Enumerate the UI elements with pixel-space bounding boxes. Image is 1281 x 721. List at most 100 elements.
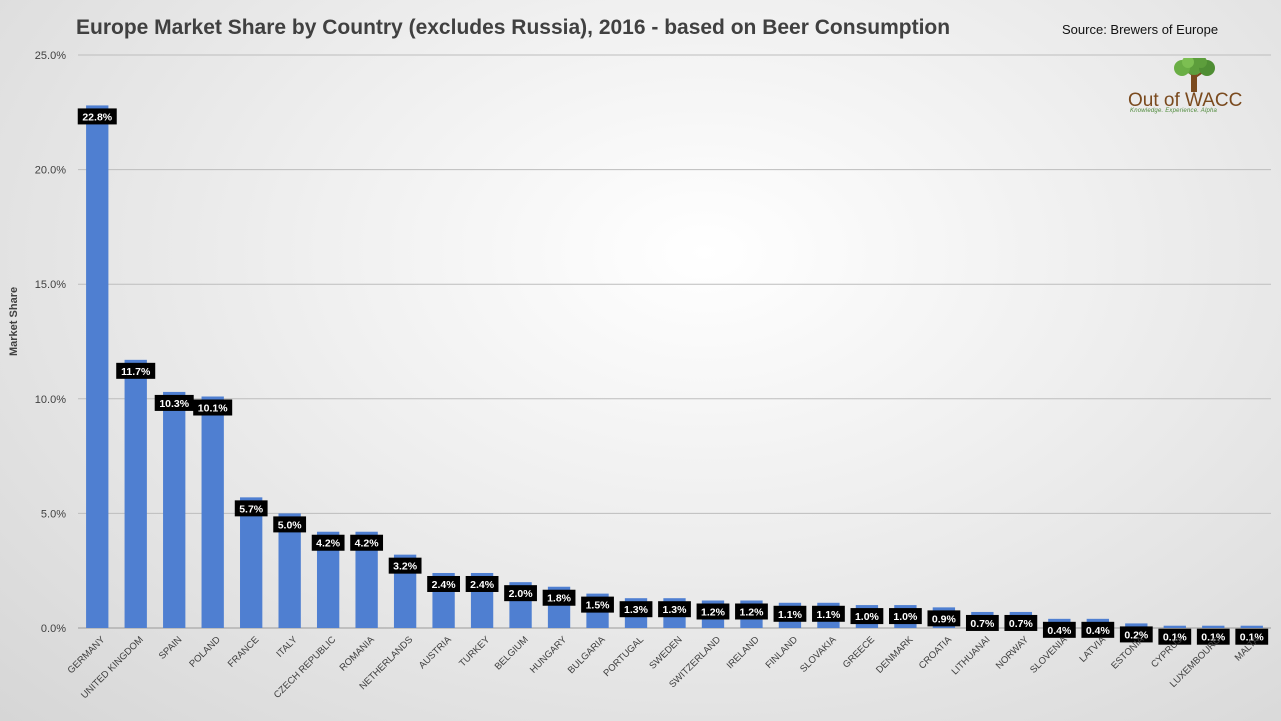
data-label-box — [116, 362, 156, 379]
data-label-box — [581, 596, 614, 613]
data-label-text: 5.7% — [239, 503, 264, 515]
data-label-text: 0.7% — [970, 618, 995, 630]
data-label-text: 1.2% — [739, 606, 764, 618]
data-label-box — [850, 608, 884, 625]
data-label-box — [735, 603, 768, 620]
data-label: 1.3% — [658, 601, 691, 618]
data-label: 1.1% — [812, 605, 845, 622]
data-label: 0.1% — [1235, 628, 1269, 645]
x-tick-label: PORTUGAL — [602, 634, 647, 679]
x-tick-label: BELGIUM — [493, 634, 531, 672]
data-label-box — [1158, 628, 1192, 645]
bar — [1202, 625, 1225, 628]
bar — [278, 513, 301, 628]
data-label-box — [427, 575, 460, 592]
x-tick-label: SWEDEN — [647, 634, 684, 671]
data-label-text: 2.4% — [432, 579, 457, 591]
data-label-text: 5.0% — [278, 519, 303, 531]
bar — [201, 396, 224, 628]
tree-icon — [1174, 58, 1215, 92]
data-label: 0.1% — [1196, 628, 1230, 645]
x-tick-label: ROMANIA — [338, 634, 378, 674]
x-tick-label: CROATIA — [917, 634, 955, 672]
data-label-text: 1.0% — [855, 611, 880, 623]
bar — [1125, 623, 1148, 628]
x-tick-label: HUNGARY — [528, 634, 570, 676]
data-label-text: 11.7% — [121, 366, 151, 378]
data-label-box — [1235, 628, 1269, 645]
data-label-box — [542, 589, 576, 606]
data-label-text: 22.8% — [82, 111, 112, 123]
source-note: Source: Brewers of Europe — [1062, 22, 1219, 37]
data-label: 5.0% — [273, 516, 307, 533]
x-tick-label: FINLAND — [764, 634, 801, 671]
x-tick-label: LITHUANAI — [950, 634, 993, 677]
out-of-wacc-logo: Out of WACC Knowledge. Experience. Alpha — [1128, 58, 1260, 116]
data-label: 10.3% — [154, 394, 194, 411]
data-label: 1.3% — [619, 601, 653, 618]
bar — [1163, 625, 1186, 628]
data-label: 1.2% — [735, 603, 768, 620]
bar — [1240, 625, 1263, 628]
x-tick-label: NORWAY — [994, 634, 1032, 672]
data-label-text: 4.2% — [316, 538, 341, 550]
data-label: 1.2% — [696, 603, 730, 620]
data-label-text: 0.7% — [1009, 618, 1034, 630]
bar — [355, 531, 378, 628]
data-label: 3.2% — [388, 557, 422, 574]
data-label-text: 1.8% — [547, 593, 572, 605]
data-label-box — [311, 534, 345, 551]
data-label-text: 1.1% — [816, 609, 841, 621]
data-label-box — [234, 500, 268, 517]
data-label: 22.8% — [77, 108, 117, 125]
data-label: 1.1% — [773, 605, 807, 622]
data-label-text: 10.1% — [198, 403, 228, 415]
data-label-text: 10.3% — [159, 398, 189, 410]
data-label-text: 2.4% — [470, 579, 495, 591]
data-label-box — [812, 605, 845, 622]
data-label: 5.7% — [234, 500, 268, 517]
data-label-box — [273, 516, 307, 533]
bar — [163, 391, 186, 628]
data-label-text: 0.9% — [932, 613, 957, 625]
data-label: 0.4% — [1042, 621, 1076, 638]
data-label-text: 0.4% — [1086, 625, 1111, 637]
x-tick-label: FRANCE — [226, 634, 261, 669]
x-tick-label: AUSTRIA — [417, 634, 454, 671]
data-label: 2.0% — [504, 585, 537, 602]
data-label-text: 0.1% — [1201, 632, 1226, 644]
data-label-box — [1196, 628, 1230, 645]
y-tick-label: 20.0% — [35, 165, 66, 177]
data-label: 4.2% — [311, 534, 345, 551]
data-label: 2.4% — [427, 575, 460, 592]
data-label-text: 1.3% — [663, 604, 688, 616]
data-label-box — [77, 108, 117, 125]
data-label-box — [658, 601, 691, 618]
data-label: 0.2% — [1119, 626, 1153, 643]
data-label: 1.5% — [581, 596, 614, 613]
data-label-box — [1119, 626, 1153, 643]
data-label: 0.1% — [1158, 628, 1192, 645]
data-label: 1.0% — [889, 608, 922, 625]
data-label: 1.0% — [850, 608, 884, 625]
bar — [124, 359, 147, 628]
data-label-text: 1.0% — [893, 611, 918, 623]
data-label-text: 2.0% — [509, 588, 534, 600]
data-label-box — [1042, 621, 1076, 638]
y-tick-label: 5.0% — [41, 508, 66, 520]
data-label-text: 1.5% — [586, 600, 611, 612]
data-label: 10.1% — [193, 399, 233, 416]
data-label-box — [889, 608, 922, 625]
data-label-box — [773, 605, 807, 622]
bar — [86, 105, 109, 628]
data-label-box — [965, 614, 999, 631]
y-tick-label: 15.0% — [35, 279, 66, 291]
data-label-text: 3.2% — [393, 561, 418, 573]
data-label: 1.8% — [542, 589, 576, 606]
y-tick-label: 25.0% — [35, 50, 66, 62]
data-label-box — [696, 603, 730, 620]
data-label-box — [619, 601, 653, 618]
x-tick-label: TURKEY — [457, 634, 492, 669]
x-tick-label: GREECE — [841, 634, 877, 670]
